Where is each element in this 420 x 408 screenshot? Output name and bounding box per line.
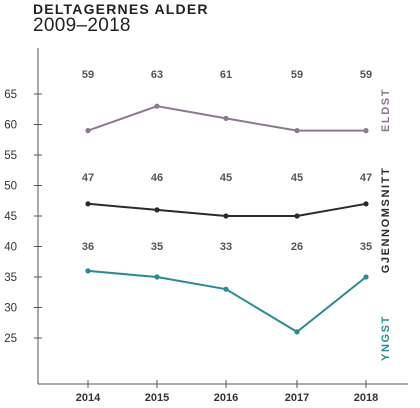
y-tick-label: 45	[4, 211, 17, 223]
data-point	[154, 103, 160, 109]
data-label: 45	[220, 172, 232, 184]
data-label: 33	[220, 241, 232, 253]
series-eldst: 59 63 61 59 59 ELDST	[82, 69, 392, 134]
series-yngst: 36 35 33 26 35 YNGST	[82, 241, 392, 361]
series-line	[87, 269, 367, 334]
x-tick-label: 2014	[76, 392, 101, 404]
data-label: 45	[291, 172, 303, 184]
data-label: 63	[151, 69, 163, 81]
x-tick-label: 2015	[145, 392, 169, 404]
y-tick-label: 35	[4, 272, 17, 284]
y-tick-label: 40	[4, 242, 17, 254]
data-label: 47	[360, 172, 372, 184]
y-tick-label: 60	[4, 120, 17, 132]
data-label: 35	[151, 241, 163, 253]
data-label: 61	[220, 69, 232, 81]
data-label: 35	[360, 241, 372, 253]
data-point	[85, 268, 91, 274]
data-point	[294, 128, 300, 134]
data-point	[223, 213, 229, 219]
data-point	[154, 274, 160, 280]
data-label: 59	[360, 69, 372, 81]
x-tick-label: 2018	[354, 392, 378, 404]
y-tick-label: 25	[4, 333, 17, 345]
x-tick-label: 2016	[214, 392, 238, 404]
data-point	[154, 207, 160, 213]
data-label: 36	[82, 241, 94, 253]
data-label: 59	[291, 69, 303, 81]
data-label: 59	[82, 69, 94, 81]
series-label: ELDST	[380, 88, 392, 132]
data-point	[363, 201, 369, 207]
y-tick-label: 30	[4, 303, 17, 315]
data-point	[85, 128, 91, 134]
data-point	[294, 329, 300, 335]
y-tick-label: 55	[4, 150, 17, 162]
data-point	[223, 115, 229, 121]
data-label: 47	[82, 172, 94, 184]
data-label: 26	[291, 241, 303, 253]
data-point	[85, 201, 91, 207]
x-axis-ticks: 2014 2015 2016 2017 2018	[76, 380, 378, 404]
chart-title: DELTAGERNES ALDER	[33, 1, 209, 17]
y-tick-label: 65	[4, 89, 17, 101]
x-tick-label: 2017	[285, 392, 309, 404]
series-label: YNGST	[380, 315, 392, 361]
data-point	[363, 274, 369, 280]
y-tick-label: 50	[4, 181, 17, 193]
data-point	[294, 213, 300, 219]
series-label: GJENNOMSNITT	[380, 167, 392, 274]
data-label: 46	[151, 172, 163, 184]
data-point	[223, 286, 229, 292]
chart-subtitle: 2009–2018	[33, 15, 131, 36]
series-gjennomsnitt: 47 46 45 45 47 GJENNOMSNITT	[82, 167, 392, 274]
y-axis-ticks: 25 30 35 40 45 50 55 60 65	[4, 89, 42, 345]
data-point	[363, 128, 369, 134]
